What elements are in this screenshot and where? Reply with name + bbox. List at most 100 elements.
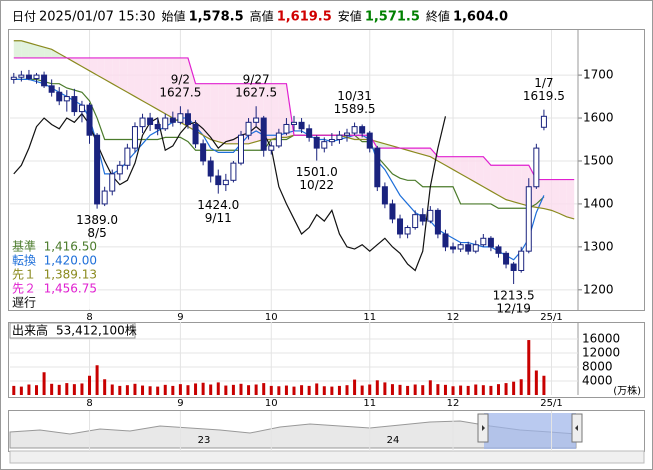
volume-bar <box>42 372 46 395</box>
volume-bar <box>224 385 228 395</box>
volume-bar <box>534 370 538 395</box>
legend-name: 先２ <box>12 282 36 296</box>
cloud <box>44 47 52 58</box>
candle-body <box>397 218 404 235</box>
cloud <box>119 57 128 93</box>
volume-bar <box>65 383 69 395</box>
cloud <box>112 57 120 88</box>
volume-bar <box>322 386 326 395</box>
volume-bar <box>88 375 92 395</box>
volume-bar <box>489 385 493 395</box>
volume-bar <box>118 385 122 395</box>
candle-body <box>131 126 138 149</box>
volume-bar <box>148 386 152 395</box>
candle-body <box>124 147 131 166</box>
indicator-line <box>13 112 447 272</box>
candle-body <box>33 74 40 80</box>
annotation-value: 1501.0 <box>296 165 338 179</box>
x-tick-label: 9 <box>177 398 183 409</box>
cloud <box>21 40 29 58</box>
candle-body <box>215 175 222 186</box>
y-tick-label: 16000 <box>582 332 620 346</box>
cloud <box>74 57 82 67</box>
candle-body <box>540 115 547 128</box>
cloud <box>498 165 507 200</box>
candle-body <box>321 141 328 149</box>
volume-bar <box>474 384 478 395</box>
cloud <box>437 156 446 166</box>
header-label: 日付 <box>12 10 36 24</box>
y-tick-label: 1700 <box>583 68 614 82</box>
volume-bar <box>254 384 258 395</box>
volume-bar <box>459 385 463 395</box>
annotation-value: 1627.5 <box>235 86 277 100</box>
volume-unit: (万株) <box>613 384 641 397</box>
cloud <box>559 179 567 217</box>
volume-bar <box>133 383 137 395</box>
candle-body <box>109 173 116 192</box>
volume-bar <box>269 385 273 395</box>
header-value: 1,578.5 <box>189 10 244 25</box>
candle-body <box>457 244 464 250</box>
candle-body <box>313 136 320 149</box>
candle-body <box>518 250 525 271</box>
volume-bar <box>231 384 235 395</box>
volume-bar <box>19 386 23 395</box>
volume-bar <box>504 383 508 395</box>
volume-bar <box>345 385 349 395</box>
candle-body <box>207 160 214 177</box>
volume-label-box <box>9 322 136 339</box>
volume-bar <box>383 382 387 395</box>
candle-body <box>18 74 25 78</box>
x-tick-label: 25/1 <box>540 312 562 323</box>
cloud <box>475 156 484 187</box>
cloud <box>551 179 560 214</box>
price-panel <box>8 29 645 311</box>
candle-body <box>177 113 184 123</box>
volume-bar <box>95 365 99 395</box>
candle-body <box>63 96 70 102</box>
candle-body <box>442 233 449 248</box>
annotation-value: 1424.0 <box>197 198 239 212</box>
candle-body <box>245 121 252 136</box>
annotation-value: 1627.5 <box>159 86 201 100</box>
volume-bar <box>360 385 364 395</box>
candle-body <box>139 117 146 128</box>
annotation-date: 9/27 <box>243 73 270 87</box>
indicator-line <box>13 57 575 181</box>
annotation-date: 8/5 <box>87 226 106 240</box>
x-tick-label: 11 <box>363 312 376 323</box>
volume-bar <box>209 384 213 395</box>
cloud <box>566 179 575 219</box>
cloud <box>150 57 158 110</box>
candle-body <box>344 132 351 136</box>
volume-bar <box>330 386 334 395</box>
navigator-label: 24 <box>387 435 400 446</box>
candle-body <box>10 76 17 80</box>
header-label: 安値 <box>338 9 362 24</box>
y-tick-label: 1400 <box>583 196 614 210</box>
volume-bar <box>277 386 281 395</box>
volume-bar <box>443 384 447 395</box>
candle-body <box>525 186 532 252</box>
header-value: 1,604.0 <box>453 10 508 25</box>
navigator-window[interactable] <box>484 413 576 449</box>
annotation-value: 1389.0 <box>76 213 118 227</box>
cloud <box>97 57 105 80</box>
volume-bar <box>428 380 432 395</box>
candle-body <box>389 203 396 220</box>
volume-bar <box>239 383 243 395</box>
legend-value: 1,420.00 <box>44 254 97 268</box>
legend-name: 遅行 <box>12 296 36 310</box>
volume-bar <box>201 382 205 395</box>
volume-bar <box>284 385 288 395</box>
cloud <box>157 57 166 114</box>
candle-body <box>222 179 229 186</box>
volume-bar <box>481 385 485 395</box>
scrollbar[interactable] <box>9 450 645 464</box>
candle-body <box>48 85 55 93</box>
candle-body <box>533 147 540 188</box>
volume-bar <box>292 386 296 395</box>
candle-body <box>465 244 472 252</box>
cloud <box>81 57 90 71</box>
